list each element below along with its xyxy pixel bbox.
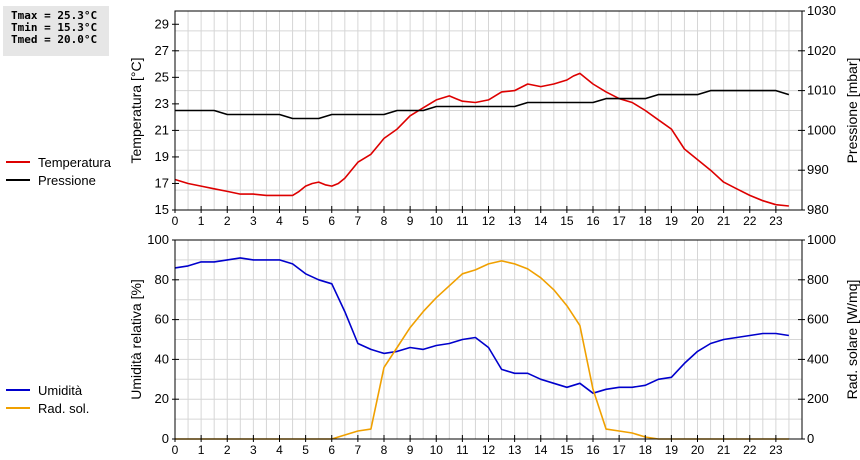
y2-tick-label: 1010 [807, 83, 836, 98]
y2-tick-label: 1000 [807, 122, 836, 137]
x-tick-label: 9 [407, 443, 414, 457]
x-tick-label: 6 [328, 214, 335, 228]
x-tick-label: 16 [586, 443, 600, 457]
series-line-1 [174, 72, 789, 207]
x-tick-label: 9 [407, 214, 414, 228]
x-tick-label: 20 [691, 214, 705, 228]
y-tick-label: 19 [155, 149, 169, 164]
legend-label: Rad. sol. [38, 401, 89, 416]
x-tick-label: 15 [560, 214, 574, 228]
y-tick-label: 29 [155, 16, 169, 31]
tmax-text: Tmax = 25.3°C [11, 9, 98, 22]
x-tick-label: 7 [355, 214, 362, 228]
x-tick-label: 17 [612, 443, 626, 457]
x-tick-label: 0 [172, 443, 179, 457]
x-tick-label: 8 [381, 443, 388, 457]
x-tick-label: 21 [717, 214, 731, 228]
x-tick-label: 1 [198, 214, 205, 228]
tmin-text: Tmin = 15.3°C [11, 21, 98, 34]
x-tick-label: 17 [612, 214, 626, 228]
y-tick-label: 80 [155, 272, 169, 287]
x-tick-label: 13 [508, 214, 522, 228]
y2-tick-label: 600 [807, 312, 829, 327]
series-line-2 [175, 89, 790, 120]
x-tick-label: 3 [250, 214, 257, 228]
x-tick-label: 3 [250, 443, 257, 457]
x-tick-label: 7 [355, 443, 362, 457]
x-tick-label: 10 [430, 214, 444, 228]
x-tick-label: 18 [639, 214, 653, 228]
y-tick-label: 23 [155, 96, 169, 111]
x-tick-label: 4 [276, 214, 283, 228]
y-tick-label: 25 [155, 69, 169, 84]
x-tick-label: 5 [302, 214, 309, 228]
x-tick-label: 23 [769, 443, 783, 457]
y2-tick-label: 990 [807, 162, 829, 177]
y-tick-label: 15 [155, 202, 169, 217]
tmed-text: Tmed = 20.0°C [11, 33, 98, 46]
x-tick-label: 10 [430, 443, 444, 457]
y-tick-label: 27 [155, 43, 169, 58]
y-tick-label: 17 [155, 175, 169, 190]
x-tick-label: 18 [639, 443, 653, 457]
series-line-1 [174, 257, 790, 395]
chart-panel-2: 0 1 2 3 4 5 6 7 8 9 10 11 12 13 14 15 16 17 18 19 20 21 22 2302… [6, 232, 860, 457]
series-line-2 [175, 260, 789, 440]
x-tick-label: 12 [482, 443, 496, 457]
y-tick-label: 21 [155, 122, 169, 137]
x-tick-label: 22 [743, 214, 757, 228]
y2-tick-label: 400 [807, 351, 829, 366]
x-tick-label: 8 [381, 214, 388, 228]
x-tick-label: 22 [743, 443, 757, 457]
x-tick-label: 4 [276, 443, 283, 457]
x-tick-label: 12 [482, 214, 496, 228]
x-tick-label: 14 [534, 214, 548, 228]
y2-tick-label: 1020 [807, 43, 836, 58]
y2-tick-label: 0 [807, 431, 814, 446]
y2-tick-label: 200 [807, 391, 829, 406]
y-tick-label: 40 [155, 351, 169, 366]
y-tick-label: 0 [162, 431, 169, 446]
x-tick-label: 2 [224, 214, 231, 228]
y2-axis-label: Rad. solare [W/mq] [844, 280, 860, 400]
x-tick-label: 21 [717, 443, 731, 457]
x-tick-label: 23 [769, 214, 783, 228]
y2-axis-label: Pressione [mbar] [844, 58, 860, 164]
legend-label: Pressione [38, 173, 96, 188]
x-tick-label: 6 [328, 443, 335, 457]
y2-tick-label: 1000 [807, 232, 836, 247]
y-tick-label: 20 [155, 391, 169, 406]
x-tick-label: 15 [560, 443, 574, 457]
x-tick-label: 16 [586, 214, 600, 228]
x-tick-label: 11 [456, 443, 469, 457]
y-tick-label: 60 [155, 312, 169, 327]
y2-tick-label: 800 [807, 272, 829, 287]
x-tick-label: 11 [456, 214, 469, 228]
legend-label: Temperatura [38, 155, 112, 170]
y-tick-label: 100 [147, 232, 169, 247]
y-axis-label: Temperatura [°C] [128, 58, 144, 164]
y2-tick-label: 1030 [807, 3, 836, 18]
x-tick-label: 20 [691, 443, 705, 457]
x-tick-label: 19 [665, 214, 679, 228]
chart-panel-1: 0 1 2 3 4 5 6 7 8 9 10 11 12 13 14 15 16 17 18 19 20 21 22 2315… [6, 3, 860, 228]
stats-box: Tmax = 25.3°C Tmin = 15.3°C Tmed = 20.0°… [3, 6, 109, 56]
legend-label: Umidità [38, 383, 83, 398]
x-tick-label: 0 [172, 214, 179, 228]
x-tick-label: 13 [508, 443, 522, 457]
x-tick-label: 19 [665, 443, 679, 457]
y2-tick-label: 980 [807, 202, 829, 217]
x-tick-label: 1 [198, 443, 205, 457]
x-tick-label: 5 [302, 443, 309, 457]
y-axis-label: Umidità relativa [%] [128, 279, 144, 400]
x-tick-label: 2 [224, 443, 231, 457]
x-tick-label: 14 [534, 443, 548, 457]
